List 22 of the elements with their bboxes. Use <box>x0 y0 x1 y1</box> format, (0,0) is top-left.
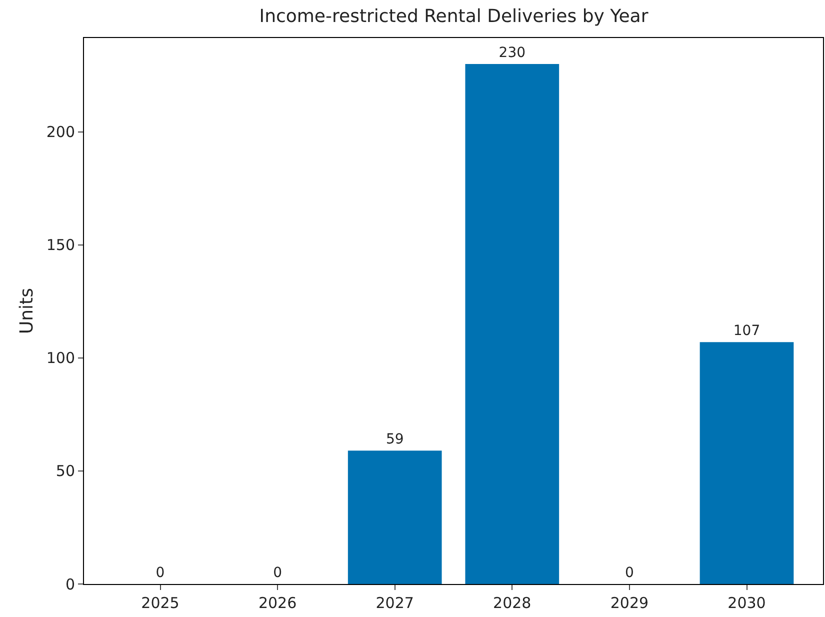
x-tick-label: 2030 <box>728 594 766 612</box>
data-label: 107 <box>733 323 760 340</box>
y-tick-label: 50 <box>56 462 75 480</box>
chart-title: Income-restricted Rental Deliveries by Year <box>259 6 649 27</box>
data-label: 0 <box>273 565 282 581</box>
data-label: 0 <box>156 565 165 581</box>
data-label: 59 <box>386 432 404 448</box>
x-tick-label: 2029 <box>610 594 649 612</box>
data-label: 0 <box>624 565 634 581</box>
y-tick-label: 0 <box>65 575 75 594</box>
y-tick-label: 200 <box>46 123 75 142</box>
y-tick-label: 100 <box>46 349 75 368</box>
bar <box>348 450 442 584</box>
x-tick-label: 2026 <box>258 594 297 612</box>
x-tick-label: 2027 <box>376 594 414 612</box>
y-axis-title: Units <box>16 288 38 334</box>
y-tick-label: 150 <box>46 236 75 254</box>
bar <box>465 64 560 584</box>
data-label: 230 <box>498 45 526 61</box>
bar <box>700 342 794 584</box>
x-tick-label: 2028 <box>493 594 532 612</box>
x-tick-label: 2025 <box>141 594 180 612</box>
